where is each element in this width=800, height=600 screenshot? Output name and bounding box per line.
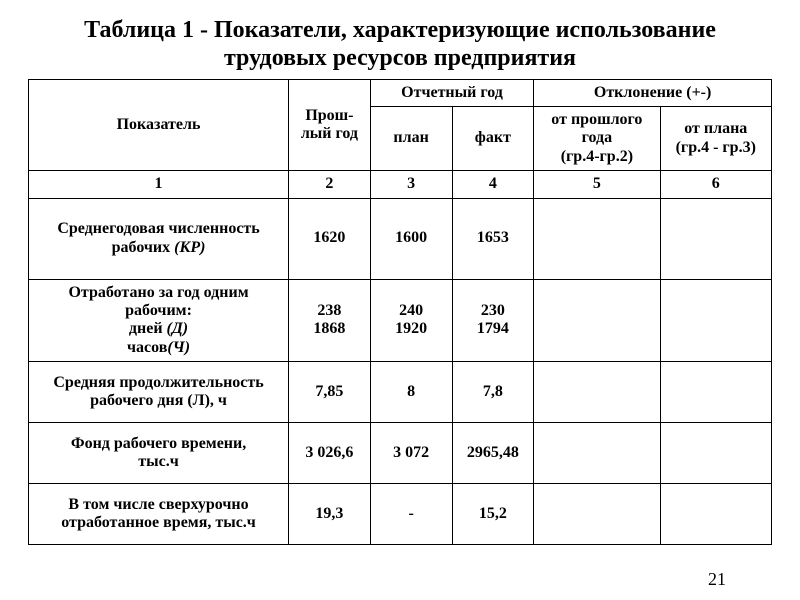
indicator-cell: В том числе сверхурочноотработанное врем… <box>29 484 289 545</box>
th-plan: план <box>370 107 452 171</box>
table-row: Отработано за год однимрабочим:дней (Д)ч… <box>29 279 772 362</box>
th-from-last: от прошлогогода(гр.4-гр.2) <box>534 107 660 171</box>
cell <box>660 279 771 362</box>
table-row: Средняя продолжительностьрабочего дня (Л… <box>29 362 772 423</box>
colnum: 3 <box>370 171 452 198</box>
indicator-cell: Фонд рабочего времени,тыс.ч <box>29 423 289 484</box>
th-indicator: Показатель <box>29 79 289 171</box>
page-title: Таблица 1 - Показатели, характеризующие … <box>28 16 772 73</box>
cell <box>534 423 660 484</box>
cell: 8 <box>370 362 452 423</box>
cell: 2401920 <box>370 279 452 362</box>
th-deviation: Отклонение (+-) <box>534 79 772 106</box>
cell <box>660 423 771 484</box>
cell: 1600 <box>370 198 452 279</box>
colnum: 6 <box>660 171 771 198</box>
page-number: 21 <box>708 569 726 590</box>
cell: 1620 <box>289 198 371 279</box>
indicator-cell: Отработано за год однимрабочим:дней (Д)ч… <box>29 279 289 362</box>
th-last-year: Прош-лый год <box>289 79 371 171</box>
table-body: Среднегодовая численностьрабочих (КР) 16… <box>29 198 772 545</box>
cell: 2965,48 <box>452 423 534 484</box>
th-from-plan: от плана(гр.4 - гр.3) <box>660 107 771 171</box>
th-fact: факт <box>452 107 534 171</box>
cell <box>534 484 660 545</box>
cell: 1653 <box>452 198 534 279</box>
column-number-row: 1 2 3 4 5 6 <box>29 171 772 198</box>
colnum: 5 <box>534 171 660 198</box>
cell <box>534 279 660 362</box>
colnum: 1 <box>29 171 289 198</box>
cell: 3 026,6 <box>289 423 371 484</box>
cell: 2301794 <box>452 279 534 362</box>
title-line-2: трудовых ресурсов предприятия <box>224 45 576 71</box>
cell <box>660 362 771 423</box>
table-header: Показатель Прош-лый год Отчетный год Отк… <box>29 79 772 198</box>
cell: 3 072 <box>370 423 452 484</box>
cell: 7,8 <box>452 362 534 423</box>
cell: 2381868 <box>289 279 371 362</box>
cell: 19,3 <box>289 484 371 545</box>
cell <box>534 198 660 279</box>
table-row: Среднегодовая численностьрабочих (КР) 16… <box>29 198 772 279</box>
indicators-table: Показатель Прош-лый год Отчетный год Отк… <box>28 79 772 546</box>
cell <box>534 362 660 423</box>
cell: - <box>370 484 452 545</box>
cell: 7,85 <box>289 362 371 423</box>
cell <box>660 198 771 279</box>
th-report-year: Отчетный год <box>370 79 533 106</box>
table-row: Фонд рабочего времени,тыс.ч 3 026,6 3 07… <box>29 423 772 484</box>
cell <box>660 484 771 545</box>
cell: 15,2 <box>452 484 534 545</box>
indicator-cell: Среднегодовая численностьрабочих (КР) <box>29 198 289 279</box>
colnum: 2 <box>289 171 371 198</box>
colnum: 4 <box>452 171 534 198</box>
indicator-cell: Средняя продолжительностьрабочего дня (Л… <box>29 362 289 423</box>
table-row: В том числе сверхурочноотработанное врем… <box>29 484 772 545</box>
title-line-1: Таблица 1 - Показатели, характеризующие … <box>84 17 716 43</box>
